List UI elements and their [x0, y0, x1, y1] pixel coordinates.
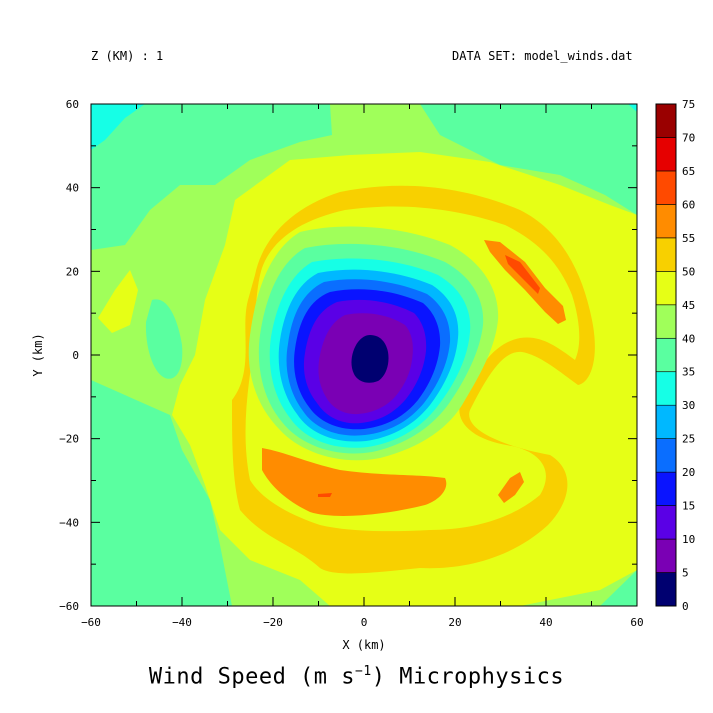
- colorbar-tick-label: 20: [682, 466, 695, 479]
- x-tick-label: −60: [81, 616, 101, 629]
- contour-band-50-leftpatch: [98, 270, 138, 333]
- colorbar-tick-label: 65: [682, 165, 695, 178]
- colorbar-swatch: [655, 304, 677, 339]
- contour-band-40-topright: [420, 104, 637, 215]
- colorbar-tick-label: 35: [682, 366, 695, 379]
- colorbar-swatch: [655, 371, 677, 406]
- contour-band-40-left: [91, 380, 232, 606]
- x-tick-label: 40: [539, 616, 552, 629]
- contour-band-40-island: [145, 299, 183, 379]
- colorbar-tick-label: 75: [682, 98, 695, 111]
- y-tick-label: 0: [72, 349, 79, 362]
- y-axis-label: Y (km): [31, 333, 45, 376]
- y-axis: −60 −40 −20 0 20 40 60: [59, 98, 637, 613]
- colorbar-swatch: [655, 572, 677, 607]
- y-tick-label: 20: [66, 265, 79, 278]
- figure-title-exponent: −1: [355, 664, 372, 679]
- header-left-text: Z (KM) : 1: [91, 49, 164, 63]
- y-tick-label: −60: [59, 600, 79, 613]
- x-tick-label: 60: [630, 616, 643, 629]
- colorbar-tick-label: 45: [682, 299, 695, 312]
- x-tick-label: −40: [172, 616, 192, 629]
- y-tick-label: −20: [59, 433, 79, 446]
- contour-band-65-south: [318, 493, 332, 497]
- contour-band-40-topleft: [91, 104, 332, 250]
- y-tick-label: 40: [66, 182, 79, 195]
- colorbar-tick-label: 15: [682, 500, 695, 513]
- colorbar: 0 5 10 15 20 25 30 35 40 45 50 55 60 65 70 75: [655, 98, 695, 613]
- colorbar-swatch: [655, 471, 677, 506]
- colorbar-tick-label: 55: [682, 232, 695, 245]
- contour-band-65-ne: [505, 255, 540, 294]
- y-tick-label: 60: [66, 98, 79, 111]
- y-tick-label: −40: [59, 516, 79, 529]
- figure-title: Wind Speed (m s−1) Microphysics: [0, 664, 713, 689]
- x-axis: −60 −40 −20 0 20 40 60: [81, 104, 644, 629]
- contour-band-60-ne: [484, 240, 566, 324]
- contour-plot-area: [91, 104, 637, 606]
- contour-band-35-topright: [628, 104, 637, 112]
- colorbar-swatch: [655, 505, 677, 540]
- colorbar-tick-label: 70: [682, 131, 695, 144]
- colorbar-frame: [655, 103, 677, 607]
- contour-band-40-bottomright: [600, 570, 637, 606]
- colorbar-swatch: [655, 204, 677, 239]
- colorbar-swatch: [655, 103, 677, 138]
- contour-band-5-eye: [351, 335, 389, 383]
- colorbar-tick-label: 0: [682, 600, 689, 613]
- colorbar-tick-label: 40: [682, 332, 695, 345]
- x-tick-label: −20: [263, 616, 283, 629]
- colorbar-swatch: [655, 237, 677, 272]
- contour-band-60-se: [498, 472, 524, 503]
- colorbar-swatch: [655, 538, 677, 573]
- colorbar-swatch: [655, 438, 677, 473]
- contour-band-60-south: [262, 448, 447, 516]
- colorbar-tick-label: 25: [682, 433, 695, 446]
- colorbar-tick-label: 10: [682, 533, 695, 546]
- x-tick-label: 0: [361, 616, 368, 629]
- colorbar-swatch: [655, 404, 677, 439]
- colorbar-swatch: [655, 170, 677, 205]
- colorbar-tick-label: 60: [682, 198, 695, 211]
- contour-band-35-topleft: [91, 104, 145, 150]
- colorbar-swatch: [655, 271, 677, 306]
- colorbar-swatch: [655, 137, 677, 172]
- figure-title-suffix: ) Microphysics: [371, 664, 565, 690]
- colorbar-tick-label: 30: [682, 399, 695, 412]
- x-axis-label: X (km): [342, 638, 385, 652]
- x-tick-label: 20: [448, 616, 461, 629]
- colorbar-tick-label: 5: [682, 567, 689, 580]
- header-right-text: DATA SET: model_winds.dat: [452, 49, 633, 63]
- colorbar-tick-label: 50: [682, 265, 695, 278]
- colorbar-swatch: [655, 337, 677, 373]
- figure-title-prefix: Wind Speed (m s: [148, 664, 356, 690]
